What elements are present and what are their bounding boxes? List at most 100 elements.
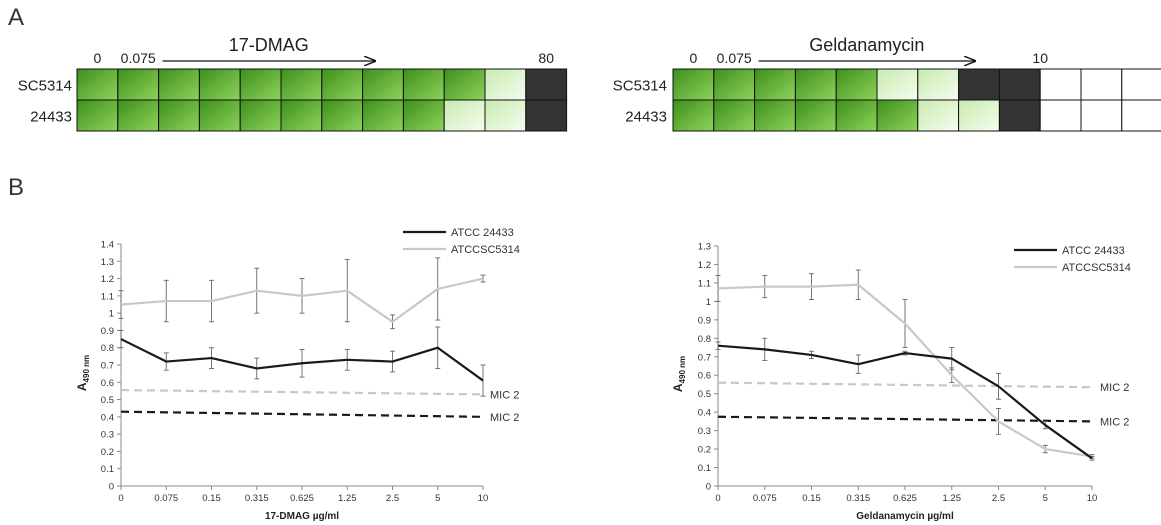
plate-well xyxy=(117,99,160,132)
plate-well xyxy=(917,68,960,101)
plate-well xyxy=(713,99,756,132)
x-tick-label: 10 xyxy=(1087,493,1098,504)
legend-label: ATCCSC5314 xyxy=(1062,262,1131,274)
legend-label: ATCC 24433 xyxy=(1062,245,1125,257)
mic-label: MIC 2 xyxy=(1100,382,1129,394)
series-line xyxy=(717,283,1093,458)
x-tick-label: 5 xyxy=(435,493,440,504)
line-chart-0: 0 0.1 0.2 0.3 0.4 0.5 0.6 0.7 0.8 0.9 1 1.1 1.2 1.3 1.… xyxy=(75,227,520,522)
mic-label: MIC 2 xyxy=(1100,416,1129,428)
legend-label: ATCCSC5314 xyxy=(451,244,520,256)
y-axis-label: A490 nm xyxy=(75,355,91,391)
y-tick-label: 0.7 xyxy=(101,361,114,372)
plate-well xyxy=(1080,68,1123,101)
plate-well xyxy=(835,68,878,101)
x-tick-label: 0.15 xyxy=(802,493,821,504)
plate-well xyxy=(117,68,160,101)
strain-label: 24433 xyxy=(30,109,72,126)
drug-label: 17-DMAG xyxy=(229,35,309,55)
plate-well xyxy=(754,68,796,101)
conc-label-end: 80 xyxy=(538,50,554,66)
y-tick-label: 0.8 xyxy=(698,334,711,345)
plate-well xyxy=(239,99,282,132)
x-tick-label: 0.625 xyxy=(290,493,314,504)
x-tick-label: 0.075 xyxy=(753,493,777,504)
plate-well xyxy=(484,68,527,101)
y-tick-label: 0.9 xyxy=(101,326,114,337)
plate-well xyxy=(525,99,568,132)
x-tick-label: 0.15 xyxy=(202,493,221,504)
panel-b-charts: 0 0.1 0.2 0.3 0.4 0.5 0.6 0.7 0.8 0.9 1 1.1 1.2 1.3 1.… xyxy=(75,227,1131,522)
plate-well xyxy=(958,99,1000,132)
plate-well xyxy=(958,68,1000,101)
plate-well xyxy=(713,68,756,101)
plate-well xyxy=(525,68,568,101)
y-tick-label: 0.1 xyxy=(101,464,114,475)
y-tick-label: 1 xyxy=(706,297,711,308)
x-tick-label: 0.075 xyxy=(154,493,178,504)
y-tick-label: 0.8 xyxy=(101,343,114,354)
x-tick-label: 2.5 xyxy=(386,493,399,504)
y-tick-label: 0.4 xyxy=(698,408,711,419)
line-chart-1: 0 0.1 0.2 0.3 0.4 0.5 0.6 0.7 0.8 0.9 1 1.1 1.2 1.3 0 0… xyxy=(671,242,1131,523)
x-tick-label: 1.25 xyxy=(943,493,962,504)
plate-well xyxy=(998,68,1041,101)
y-tick-label: 0.5 xyxy=(101,395,114,406)
y-tick-label: 0 xyxy=(706,482,711,493)
y-tick-label: 1.4 xyxy=(101,240,114,251)
plate-well xyxy=(321,68,364,101)
x-tick-label: 5 xyxy=(1043,493,1048,504)
plate-well xyxy=(198,99,241,132)
plate-well xyxy=(917,99,960,132)
y-tick-label: 1.2 xyxy=(101,274,114,285)
plate-well xyxy=(158,99,200,132)
plate-well xyxy=(402,99,445,132)
plate-well xyxy=(76,68,119,101)
plate-well xyxy=(794,99,837,132)
plate-well xyxy=(794,68,837,101)
plate-well xyxy=(876,99,919,132)
mic-reference-line xyxy=(120,388,484,396)
y-tick-label: 0 xyxy=(109,482,114,493)
drug-label: Geldanamycin xyxy=(809,35,924,55)
plate-well xyxy=(402,68,445,101)
plate-well xyxy=(443,99,486,132)
plate-well xyxy=(76,99,119,132)
plate-well xyxy=(198,68,241,101)
y-tick-label: 0.3 xyxy=(101,430,114,441)
plate-well xyxy=(1039,99,1082,132)
y-tick-label: 0.1 xyxy=(698,463,711,474)
plate-well xyxy=(362,99,404,132)
y-tick-label: 0.4 xyxy=(101,412,114,423)
series-line xyxy=(120,338,484,382)
x-tick-label: 0.625 xyxy=(893,493,917,504)
plate-well xyxy=(239,68,282,101)
y-tick-label: 0.3 xyxy=(698,426,711,437)
plate-well xyxy=(1080,99,1123,132)
series-atcc-24433 xyxy=(118,326,486,397)
series-line xyxy=(717,344,1093,460)
series-atcc-24433 xyxy=(715,337,1095,461)
plate-well xyxy=(754,99,796,132)
y-tick-label: 1.1 xyxy=(101,291,114,302)
x-tick-label: 1.25 xyxy=(338,493,357,504)
y-tick-label: 0.7 xyxy=(698,352,711,363)
plate-well xyxy=(280,68,323,101)
panel-label-a: A xyxy=(8,4,25,31)
plate-well xyxy=(1039,68,1082,101)
y-tick-label: 0.2 xyxy=(698,445,711,456)
y-tick-label: 0.2 xyxy=(101,447,114,458)
plate-grid-1: SC5314 24433 0 0.075 10 Geldanamycin xyxy=(613,35,1161,132)
x-tick-label: 2.5 xyxy=(992,493,1005,504)
conc-label-second: 0.075 xyxy=(121,50,156,66)
x-tick-label: 0 xyxy=(715,493,720,504)
strain-label: SC5314 xyxy=(18,78,72,95)
y-tick-label: 1.2 xyxy=(698,260,711,271)
x-tick-label: 0.315 xyxy=(245,493,269,504)
plate-well xyxy=(876,68,919,101)
y-tick-label: 0.6 xyxy=(698,371,711,382)
y-tick-label: 0.6 xyxy=(101,378,114,389)
panel-label-b: B xyxy=(8,174,25,201)
plate-well xyxy=(321,99,364,132)
